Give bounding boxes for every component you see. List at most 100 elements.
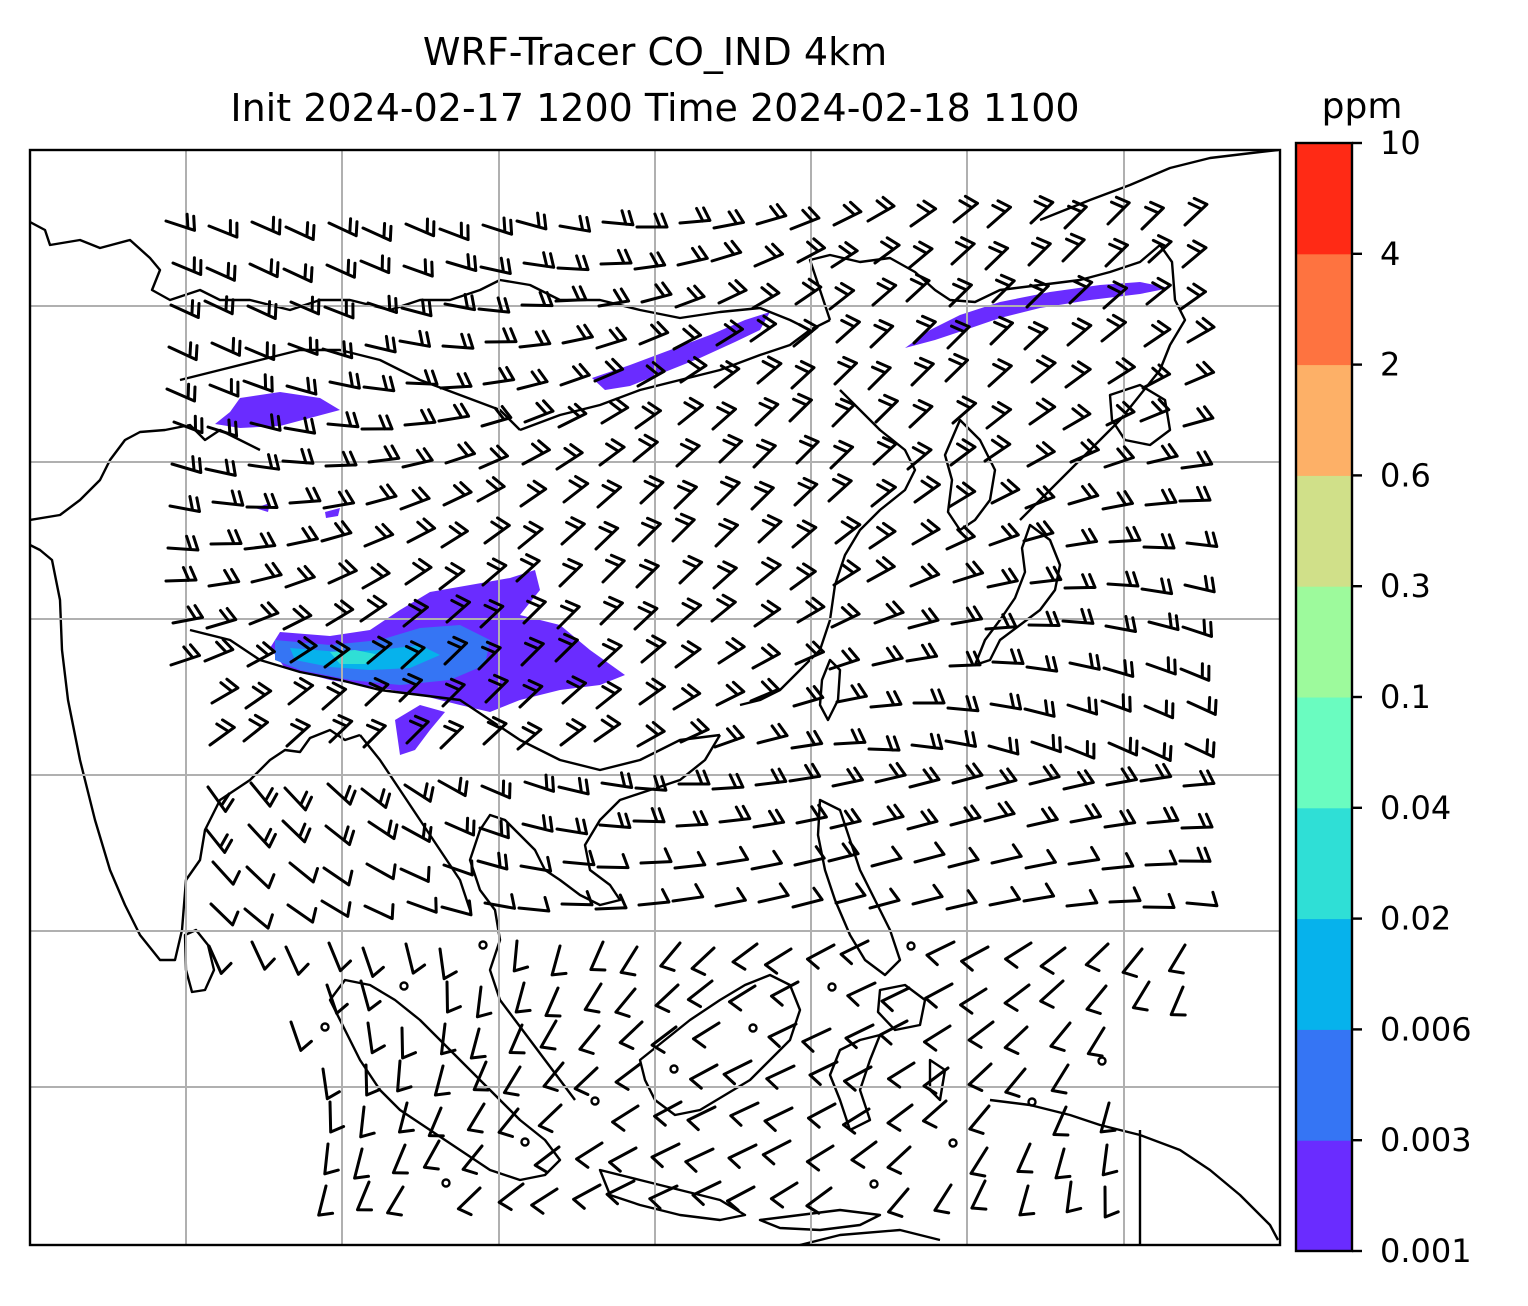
wind-barb [289, 295, 321, 316]
wind-barb [1143, 319, 1172, 348]
wind-barb [1003, 983, 1031, 1012]
wind-barb [1067, 483, 1100, 506]
wind-barb [632, 807, 666, 824]
wind-barb [367, 819, 399, 841]
wind-barb [402, 598, 429, 628]
wind-barb [1184, 360, 1216, 386]
wind-barb [946, 695, 980, 713]
wind-barb [324, 824, 356, 847]
wind-barb [353, 1147, 370, 1180]
wind-barb [1103, 809, 1137, 829]
wind-barb [572, 1183, 602, 1210]
wind-barb [671, 512, 696, 543]
wind-barb [1062, 769, 1095, 791]
wind-barb [905, 273, 931, 303]
wind-barb [905, 642, 939, 663]
wind-barb [635, 212, 669, 229]
wind-barb [636, 721, 666, 748]
wind-barb [808, 1060, 839, 1086]
wind-barb [594, 520, 620, 551]
wind-barb [404, 217, 436, 238]
wind-barb [1065, 1180, 1083, 1214]
wind-barb [560, 890, 594, 907]
wind-barb [828, 647, 860, 671]
wind-barb [478, 444, 509, 470]
wind-barb [1004, 941, 1033, 969]
wind-barb [679, 718, 710, 744]
wind-barb [1146, 443, 1179, 465]
wind-barb [325, 258, 357, 279]
wind-barb [445, 980, 462, 1014]
wind-barb [440, 1022, 457, 1056]
wind-barbs [164, 194, 1219, 1219]
colorbar-block [1296, 364, 1352, 476]
wind-barb [164, 565, 198, 583]
wind-barb [1179, 662, 1211, 682]
wind-barb [829, 439, 855, 470]
wind-barb [986, 199, 1012, 229]
wind-barb [729, 1101, 760, 1127]
wind-barb [988, 522, 1020, 547]
wind-barb [710, 593, 737, 623]
wind-barb [484, 327, 518, 344]
wind-barb [910, 732, 944, 751]
wind-barb [874, 762, 907, 784]
wind-barb [515, 553, 541, 583]
wind-barb [795, 803, 828, 825]
wind-barb [555, 443, 584, 471]
wind-barb [1181, 239, 1208, 269]
wind-barb [401, 822, 433, 843]
wind-barb [1069, 438, 1100, 464]
wind-barb [727, 1143, 758, 1169]
wind-barb [756, 722, 789, 745]
wind-barb [909, 199, 938, 228]
wind-barb [281, 819, 312, 844]
wind-barb [386, 1185, 405, 1217]
wind-barb [1028, 397, 1057, 426]
calm-wind-circle [441, 1178, 451, 1188]
wind-barb [557, 776, 590, 796]
colorbar-tick-label: 0.02 [1380, 900, 1451, 938]
wind-barb [600, 771, 634, 789]
tracer-plume [215, 392, 340, 428]
wind-barb [207, 567, 241, 588]
india-coastline [30, 543, 361, 962]
wind-barb [317, 1184, 335, 1217]
calm-wind-circle [399, 981, 409, 991]
wind-barb [555, 817, 589, 836]
new-guinea-coastline [989, 1098, 1280, 1245]
wind-barb [242, 373, 274, 393]
wind-barb [867, 735, 901, 752]
wind-barb [1099, 1101, 1117, 1134]
wind-barb [638, 321, 670, 346]
colorbar-blocks [1296, 143, 1352, 1252]
wind-barb [404, 942, 427, 975]
wind-barb [871, 277, 898, 307]
wind-barb [363, 903, 395, 921]
wind-barb [1052, 1105, 1070, 1137]
wind-barb [326, 782, 357, 806]
wind-barb [933, 1183, 953, 1215]
calm-wind-circle [1027, 1097, 1037, 1107]
coastlines-and-borders [30, 150, 1280, 1245]
wind-barb [717, 637, 746, 665]
wind-barb [752, 808, 786, 829]
wind-barb [1140, 200, 1165, 231]
wind-barb [672, 324, 703, 351]
wind-barb [523, 399, 555, 424]
wind-barb [770, 980, 800, 1007]
wind-barb [443, 635, 469, 666]
northern-australia-coast [799, 1228, 941, 1245]
wind-barb [788, 762, 822, 783]
wind-barb [637, 888, 671, 907]
wind-barb [636, 361, 666, 388]
wind-barb [401, 447, 434, 469]
wind-barb [404, 557, 433, 586]
wind-barb [913, 475, 941, 504]
calm-wind-circle [520, 1137, 530, 1147]
wind-barb [1084, 942, 1110, 973]
wind-barb [400, 640, 426, 670]
wind-barb [554, 285, 588, 303]
wind-barb [767, 1022, 798, 1048]
wind-barb [285, 376, 318, 396]
